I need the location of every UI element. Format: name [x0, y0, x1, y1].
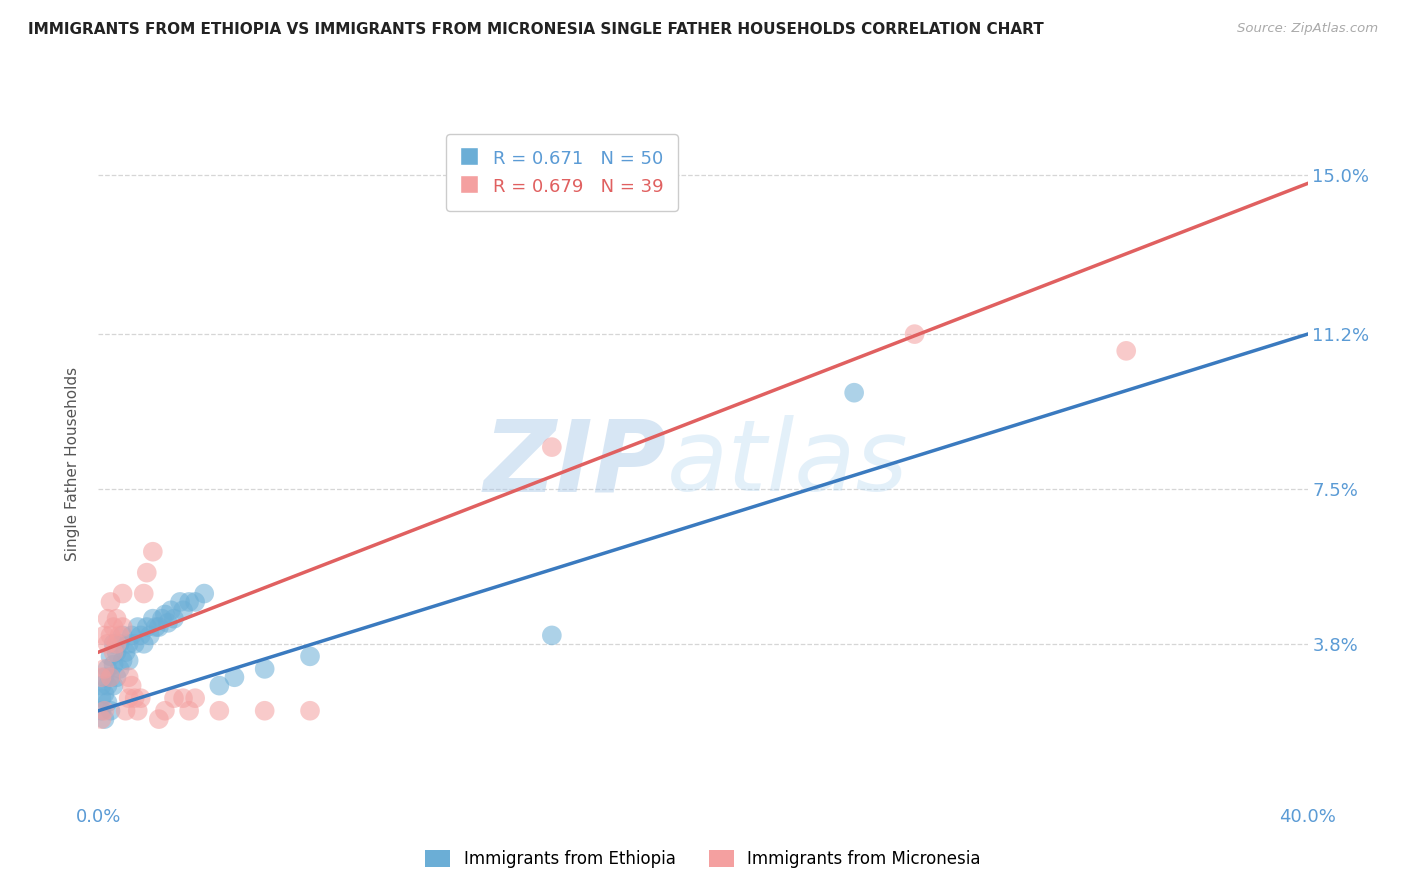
Point [179, 704, 201, 718]
Point [253, 704, 276, 718]
Point [93, 670, 115, 684]
Point [96, 695, 118, 709]
Point [142, 612, 165, 626]
Point [208, 679, 231, 693]
Point [114, 704, 136, 718]
Point [93, 704, 115, 718]
Point [172, 691, 194, 706]
Point [184, 595, 207, 609]
Point [124, 637, 146, 651]
Point [540, 628, 562, 642]
Point [132, 586, 155, 600]
Point [1115, 343, 1137, 358]
Point [100, 704, 122, 718]
Point [93, 687, 115, 701]
Point [90, 691, 112, 706]
Point [253, 662, 276, 676]
Point [111, 586, 134, 600]
Point [100, 649, 122, 664]
Point [904, 327, 927, 342]
Point [148, 620, 170, 634]
Point [93, 662, 115, 676]
Point [96, 662, 118, 676]
Point [299, 704, 322, 718]
Point [90, 679, 112, 693]
Point [184, 691, 207, 706]
Point [108, 628, 131, 642]
Point [111, 628, 134, 642]
Point [105, 645, 128, 659]
Point [96, 637, 118, 651]
Point [103, 645, 125, 659]
Point [172, 603, 194, 617]
Point [90, 670, 112, 684]
Point [224, 670, 246, 684]
Point [135, 620, 157, 634]
Point [193, 586, 215, 600]
Point [114, 645, 136, 659]
Point [103, 620, 125, 634]
Point [118, 670, 141, 684]
Point [153, 704, 176, 718]
Point [90, 712, 112, 726]
Point [163, 612, 186, 626]
Point [121, 679, 143, 693]
Y-axis label: Single Father Households: Single Father Households [65, 367, 80, 561]
Text: ZIP: ZIP [484, 416, 666, 512]
Point [179, 595, 201, 609]
Point [96, 612, 118, 626]
Point [139, 628, 162, 642]
Point [124, 691, 146, 706]
Point [108, 637, 131, 651]
Point [93, 628, 115, 642]
Point [100, 670, 122, 684]
Point [299, 649, 322, 664]
Point [127, 620, 149, 634]
Point [127, 704, 149, 718]
Point [103, 637, 125, 651]
Point [111, 620, 134, 634]
Point [108, 662, 131, 676]
Point [100, 670, 122, 684]
Legend: R = 0.671   N = 50, R = 0.679   N = 39: R = 0.671 N = 50, R = 0.679 N = 39 [446, 134, 678, 211]
Point [103, 657, 125, 672]
Point [150, 612, 173, 626]
Point [153, 607, 176, 622]
Point [156, 615, 179, 630]
Point [129, 691, 152, 706]
Point [135, 566, 157, 580]
Point [118, 691, 141, 706]
Point [111, 653, 134, 667]
Point [844, 385, 866, 400]
Point [118, 653, 141, 667]
Point [160, 603, 183, 617]
Point [103, 679, 125, 693]
Point [100, 595, 122, 609]
Point [169, 595, 191, 609]
Text: IMMIGRANTS FROM ETHIOPIA VS IMMIGRANTS FROM MICRONESIA SINGLE FATHER HOUSEHOLDS : IMMIGRANTS FROM ETHIOPIA VS IMMIGRANTS F… [28, 22, 1043, 37]
Point [121, 628, 143, 642]
Text: Source: ZipAtlas.com: Source: ZipAtlas.com [1237, 22, 1378, 36]
Point [208, 704, 231, 718]
Point [163, 691, 186, 706]
Point [105, 637, 128, 651]
Point [142, 545, 165, 559]
Point [132, 637, 155, 651]
Point [105, 612, 128, 626]
Point [90, 704, 112, 718]
Point [105, 670, 128, 684]
Legend: Immigrants from Ethiopia, Immigrants from Micronesia: Immigrants from Ethiopia, Immigrants fro… [419, 843, 987, 875]
Point [148, 712, 170, 726]
Point [93, 712, 115, 726]
Point [100, 628, 122, 642]
Text: atlas: atlas [666, 416, 908, 512]
Point [540, 440, 562, 454]
Point [129, 628, 152, 642]
Point [118, 637, 141, 651]
Point [145, 620, 167, 634]
Point [96, 679, 118, 693]
